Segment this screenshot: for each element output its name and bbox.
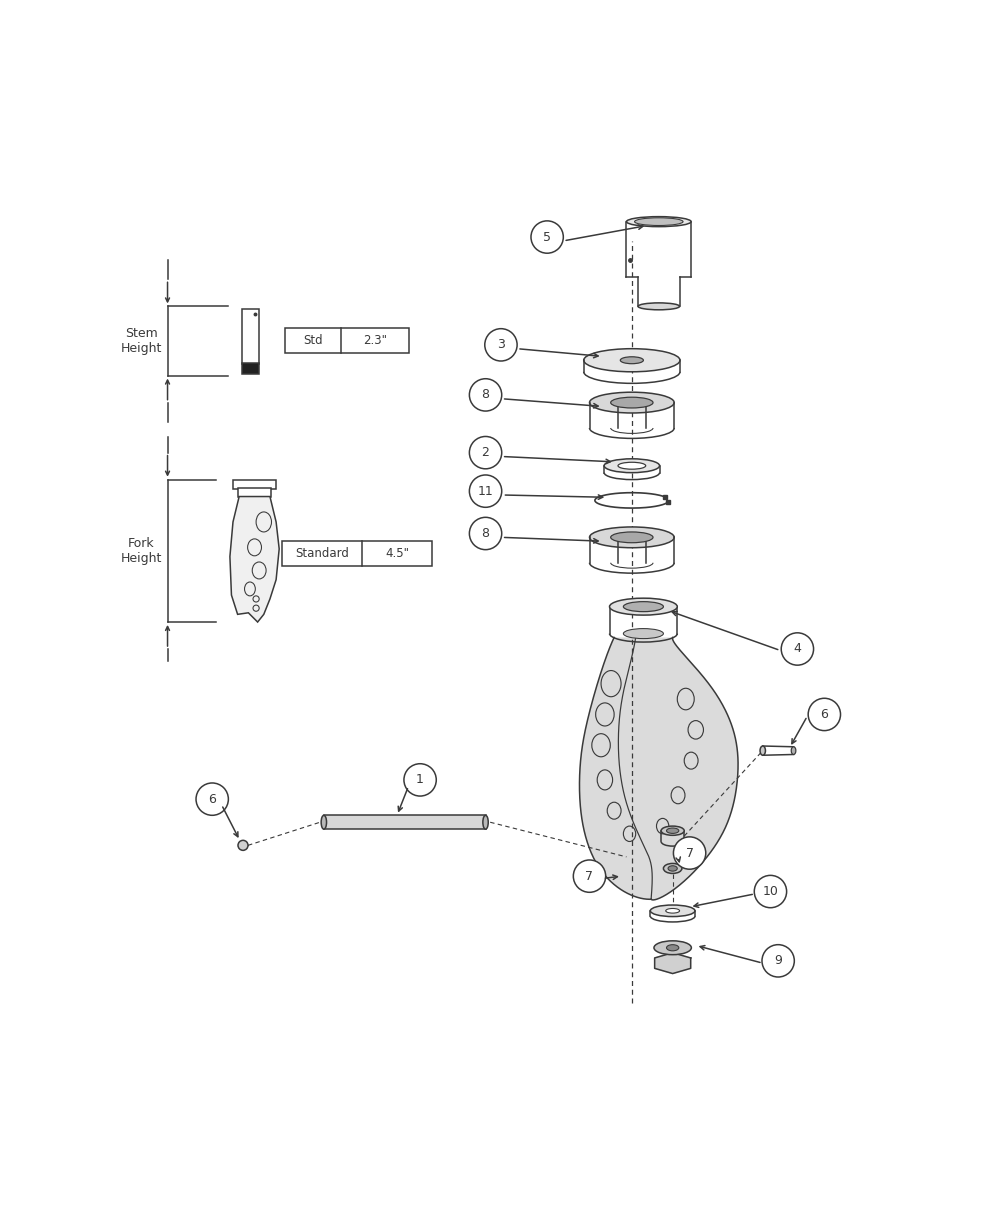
Circle shape (469, 475, 502, 507)
Ellipse shape (483, 815, 488, 830)
Polygon shape (230, 496, 279, 622)
Ellipse shape (663, 863, 682, 874)
Ellipse shape (760, 746, 765, 756)
Text: Std: Std (303, 334, 323, 347)
Circle shape (469, 517, 502, 550)
Circle shape (573, 860, 606, 892)
Circle shape (404, 763, 436, 796)
Ellipse shape (611, 532, 653, 543)
Circle shape (808, 698, 841, 731)
Ellipse shape (661, 826, 684, 836)
FancyBboxPatch shape (324, 815, 486, 830)
Text: 4.5": 4.5" (385, 547, 409, 560)
Ellipse shape (666, 828, 679, 833)
FancyBboxPatch shape (242, 363, 259, 374)
Circle shape (469, 437, 502, 469)
Ellipse shape (623, 602, 663, 612)
Ellipse shape (626, 217, 691, 227)
Text: 4: 4 (793, 643, 801, 655)
Ellipse shape (635, 218, 683, 225)
Ellipse shape (668, 865, 677, 872)
Ellipse shape (589, 393, 674, 412)
FancyBboxPatch shape (285, 327, 409, 352)
FancyBboxPatch shape (233, 480, 276, 489)
Text: 7: 7 (686, 847, 694, 859)
Ellipse shape (666, 944, 679, 950)
Text: 6: 6 (820, 708, 828, 721)
Ellipse shape (650, 905, 695, 917)
Ellipse shape (611, 398, 653, 407)
Text: Fork
Height: Fork Height (121, 537, 162, 565)
Text: 6: 6 (208, 793, 216, 805)
Text: 2.3": 2.3" (363, 334, 387, 347)
Text: 8: 8 (482, 527, 490, 540)
Circle shape (673, 837, 706, 869)
FancyBboxPatch shape (238, 487, 271, 496)
Text: 8: 8 (482, 389, 490, 401)
Circle shape (762, 944, 794, 977)
Ellipse shape (620, 357, 643, 363)
Ellipse shape (584, 348, 680, 372)
Text: 10: 10 (763, 885, 778, 899)
Circle shape (469, 379, 502, 411)
FancyBboxPatch shape (242, 309, 259, 364)
Text: 11: 11 (478, 485, 493, 497)
Text: 1: 1 (416, 773, 424, 787)
Text: 3: 3 (497, 339, 505, 351)
Ellipse shape (604, 459, 660, 473)
Text: 5: 5 (543, 230, 551, 244)
Circle shape (754, 875, 787, 907)
Ellipse shape (666, 908, 680, 913)
Circle shape (485, 329, 517, 361)
Ellipse shape (610, 598, 677, 616)
Text: 2: 2 (482, 446, 489, 459)
Circle shape (531, 220, 563, 254)
Ellipse shape (623, 629, 663, 639)
Text: Stem
Height: Stem Height (121, 327, 162, 355)
Ellipse shape (654, 940, 691, 955)
Circle shape (196, 783, 228, 815)
Ellipse shape (638, 303, 680, 310)
Ellipse shape (791, 747, 796, 755)
Text: 7: 7 (586, 869, 594, 883)
Ellipse shape (618, 463, 646, 469)
Circle shape (781, 633, 814, 665)
FancyBboxPatch shape (282, 542, 432, 566)
Text: Standard: Standard (295, 547, 349, 560)
Text: 9: 9 (774, 954, 782, 968)
Polygon shape (579, 638, 738, 900)
Ellipse shape (321, 815, 327, 830)
Polygon shape (655, 953, 691, 974)
Ellipse shape (238, 841, 248, 851)
Ellipse shape (589, 527, 674, 548)
